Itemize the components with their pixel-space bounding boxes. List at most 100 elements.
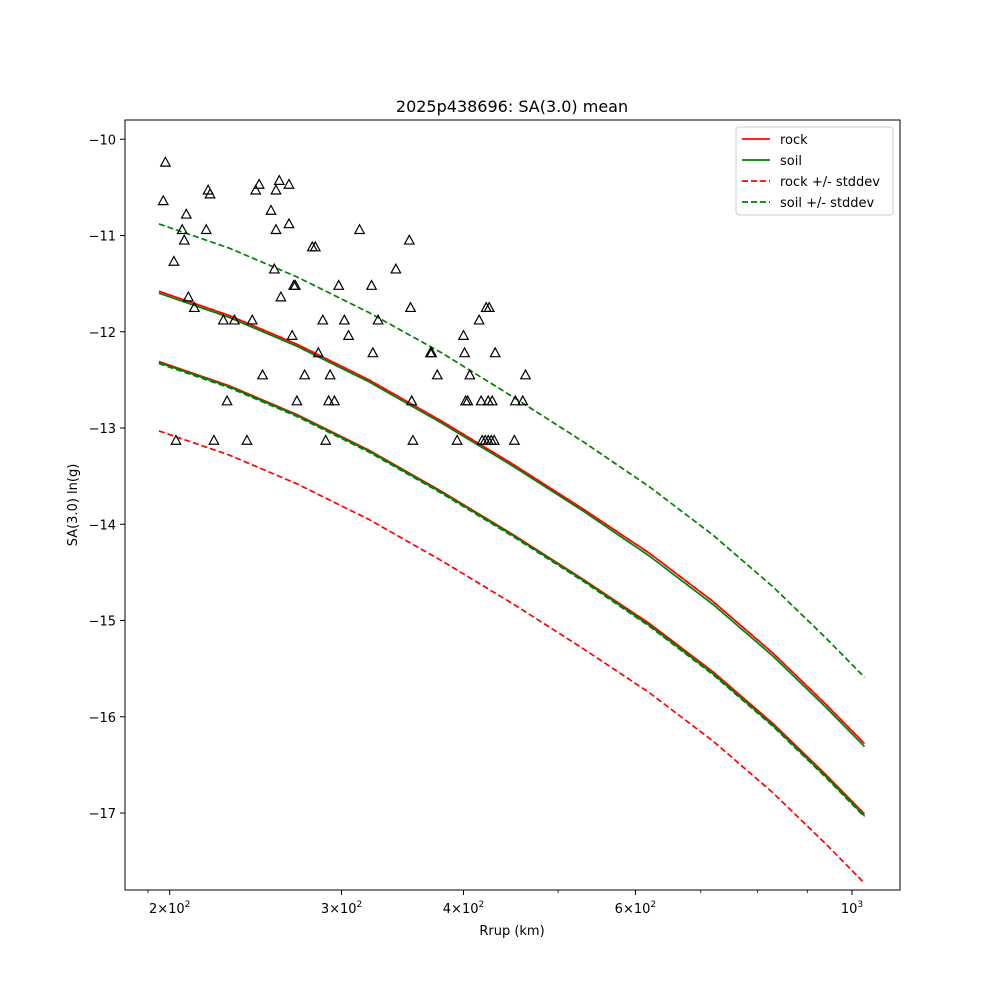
observation-point — [283, 217, 295, 229]
observation-point — [458, 346, 471, 358]
observation-point — [473, 313, 485, 325]
y-tick-label: −17 — [89, 807, 116, 822]
observation-point — [275, 290, 287, 302]
observation-point — [182, 290, 195, 302]
observation-point — [273, 174, 286, 185]
observation-point — [159, 156, 172, 167]
observation-point — [256, 368, 269, 380]
observation-point — [390, 262, 402, 274]
observation-point — [451, 434, 463, 445]
observation-point — [324, 368, 336, 380]
observation-point — [253, 178, 265, 189]
observation-point — [407, 434, 419, 445]
observation-point — [270, 184, 282, 195]
observation-point — [265, 204, 277, 215]
plot-area: −10 −11 −12 −13 −14 −15 −16 −17 2×102 3×102 4×102 6… — [89, 119, 901, 917]
x-tick-label: 103 — [841, 900, 863, 917]
observation-point — [342, 329, 355, 340]
y-tick-label: −11 — [89, 230, 116, 245]
observation-point — [200, 223, 212, 235]
observation-point — [403, 234, 416, 245]
observation-point — [475, 394, 487, 406]
observations — [157, 156, 532, 445]
legend-label: rock +/- stddev — [780, 175, 880, 190]
observation-point — [517, 394, 529, 406]
legend-label: soil — [780, 154, 802, 169]
observation-point — [488, 434, 500, 445]
series-line-rock-stddev — [158, 290, 866, 745]
observation-point — [372, 313, 384, 325]
observation-point — [249, 184, 262, 195]
x-tick-label: 3×102 — [321, 900, 362, 917]
observation-point — [461, 394, 474, 406]
observation-point — [405, 394, 418, 406]
observation-point — [309, 240, 322, 252]
observation-point — [289, 279, 302, 290]
observation-point — [519, 368, 532, 380]
legend-label: rock — [780, 133, 808, 148]
series-lines — [158, 223, 866, 884]
observation-point — [328, 394, 341, 406]
observation-point — [338, 313, 351, 325]
x-tick-label: 6×102 — [615, 900, 656, 917]
y-tick-label: −15 — [89, 615, 116, 630]
y-tick-label: −12 — [89, 326, 116, 341]
observation-point — [270, 223, 282, 235]
observation-point — [365, 279, 378, 290]
y-tick-label: −10 — [89, 133, 116, 148]
observation-point — [241, 434, 253, 445]
observation-point — [178, 234, 191, 245]
y-tick-label: −13 — [89, 422, 116, 437]
observation-point — [291, 394, 303, 406]
observation-point — [367, 346, 379, 358]
observation-point — [268, 262, 281, 274]
observation-point — [246, 313, 258, 325]
series-line-band-7 — [158, 361, 866, 817]
observation-point — [168, 255, 180, 266]
observation-point — [425, 346, 438, 358]
observation-point — [228, 313, 241, 325]
observation-point — [157, 194, 170, 206]
observation-point — [283, 178, 295, 189]
legend: rock soil rock +/- stddev soil +/- stddev — [735, 126, 894, 216]
chart-title: 2025p438696: SA(3.0) mean — [396, 97, 628, 116]
series-line-soil — [158, 292, 866, 748]
observation-point — [509, 394, 522, 406]
y-tick-label: −14 — [89, 518, 116, 533]
observation-point — [319, 434, 332, 445]
series-line-soil-stddev — [158, 223, 866, 678]
observation-point — [204, 187, 216, 199]
x-tick-label: 4×102 — [443, 900, 484, 917]
observation-point — [286, 329, 298, 340]
observation-point — [486, 394, 498, 406]
observation-point — [188, 301, 201, 313]
observation-point — [489, 346, 501, 358]
observation-point — [180, 208, 193, 219]
observation-point — [332, 279, 345, 290]
observation-point — [298, 368, 311, 380]
y-axis-label: SA(3.0) ln(g) — [66, 464, 81, 547]
observation-point — [431, 368, 444, 380]
observation-point — [217, 313, 230, 325]
y-tick-label: −16 — [89, 711, 116, 726]
series-line-band-6 — [158, 430, 866, 884]
legend-box — [735, 126, 894, 216]
x-tick-label: 2×102 — [149, 900, 190, 917]
observation-point — [508, 434, 521, 445]
observation-point — [404, 301, 417, 313]
observation-point — [457, 329, 470, 340]
observation-point — [483, 301, 495, 313]
legend-label: soil +/- stddev — [780, 196, 875, 211]
observation-point — [464, 368, 476, 380]
x-axis-label: Rrup (km) — [479, 924, 544, 939]
observation-point — [317, 313, 329, 325]
observation-point — [353, 223, 366, 235]
observation-point — [312, 346, 325, 358]
observation-point — [170, 434, 182, 445]
observation-point — [176, 223, 188, 235]
observation-point — [322, 394, 335, 406]
axes-frame — [124, 119, 901, 891]
observation-point — [221, 394, 233, 406]
observation-point — [208, 434, 220, 445]
